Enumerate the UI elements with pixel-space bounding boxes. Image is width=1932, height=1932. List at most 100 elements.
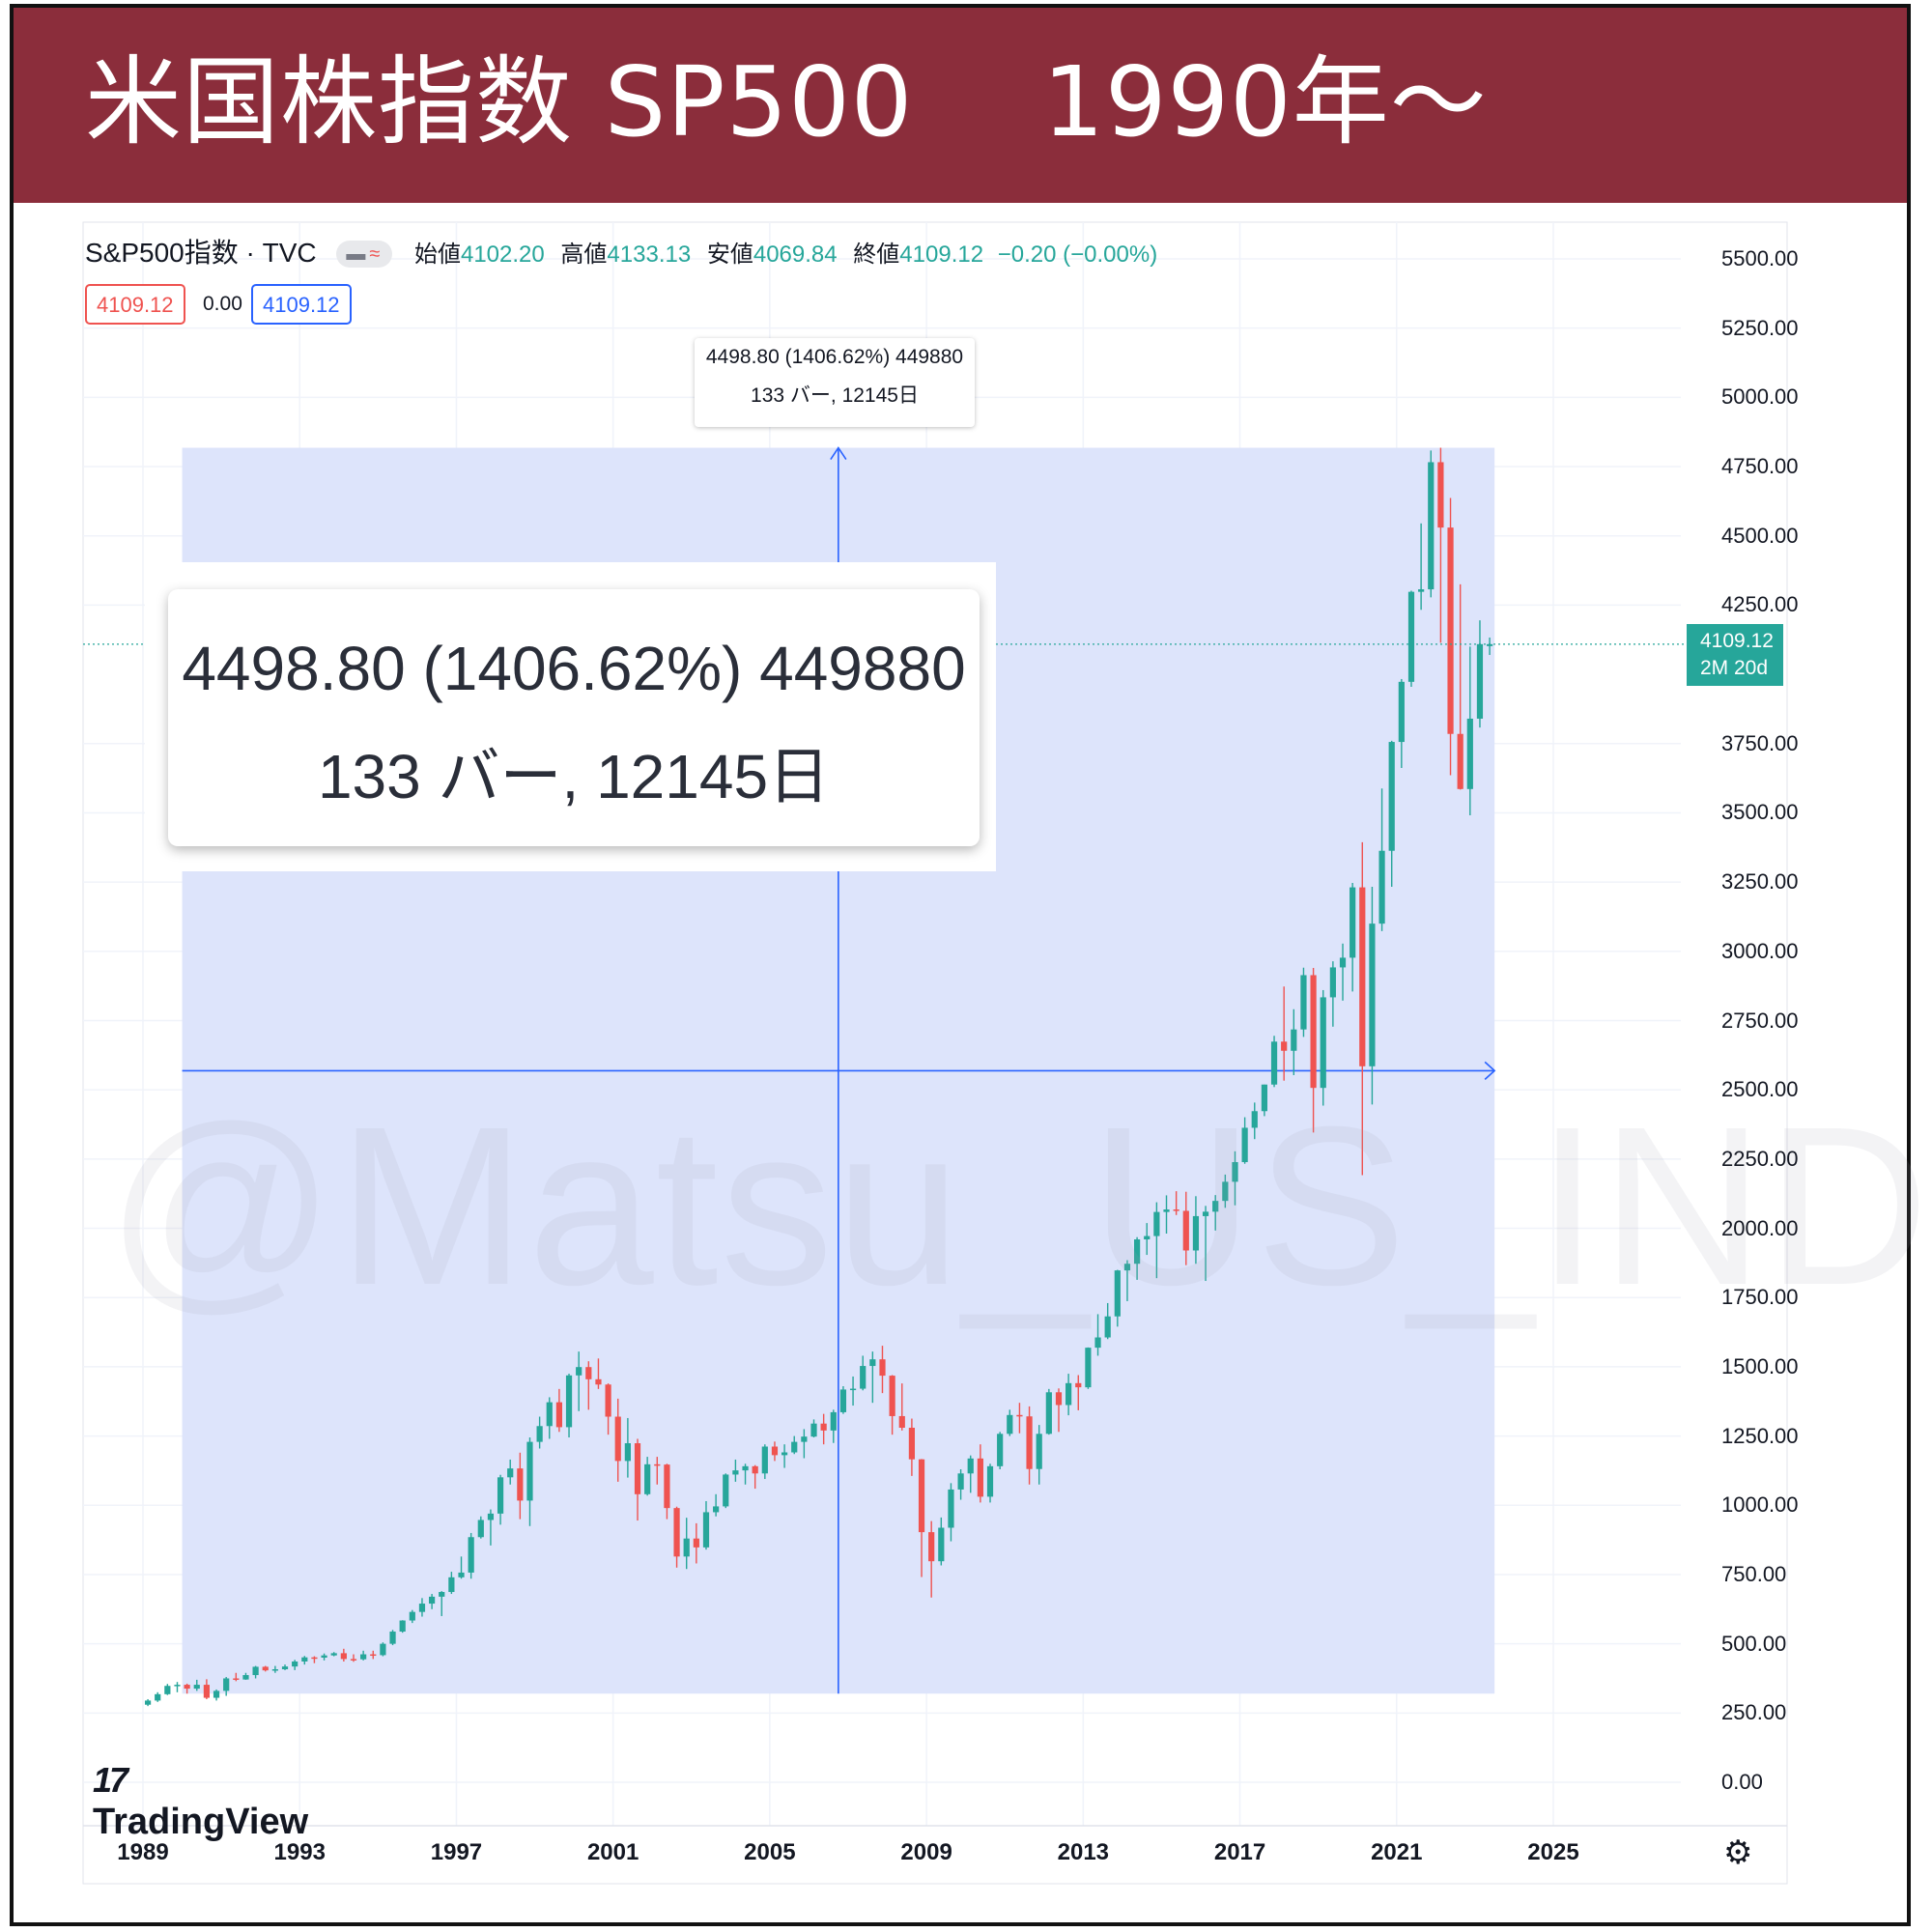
candle[interactable] — [1291, 1009, 1297, 1075]
gear-icon[interactable]: ⚙ — [1723, 1833, 1753, 1872]
candle[interactable] — [624, 1417, 631, 1478]
candle[interactable] — [1339, 943, 1347, 1001]
candle[interactable] — [1388, 740, 1395, 888]
candle[interactable] — [1300, 967, 1307, 1037]
candle[interactable] — [1026, 1406, 1033, 1485]
candle[interactable] — [732, 1459, 739, 1482]
buy-price-button[interactable]: 4109.12 — [251, 284, 352, 325]
candle[interactable] — [517, 1452, 524, 1520]
candle[interactable] — [683, 1518, 690, 1570]
candle[interactable] — [565, 1374, 573, 1438]
candle[interactable] — [233, 1672, 240, 1682]
candle[interactable] — [908, 1418, 916, 1476]
candle[interactable] — [1378, 788, 1385, 931]
candle[interactable] — [693, 1522, 699, 1564]
candle[interactable] — [1270, 1036, 1278, 1088]
candle[interactable] — [1153, 1202, 1160, 1279]
candle[interactable] — [164, 1684, 171, 1695]
candle[interactable] — [595, 1358, 602, 1389]
candle[interactable] — [1114, 1269, 1121, 1327]
candle[interactable] — [439, 1591, 445, 1616]
candle[interactable] — [576, 1351, 582, 1411]
candle[interactable] — [321, 1653, 327, 1661]
candle[interactable] — [1133, 1236, 1141, 1280]
candle[interactable] — [380, 1642, 386, 1657]
candle[interactable] — [409, 1609, 415, 1624]
candle[interactable] — [1202, 1206, 1209, 1282]
candle[interactable] — [468, 1532, 474, 1579]
candle[interactable] — [497, 1474, 504, 1525]
candle[interactable] — [879, 1346, 886, 1394]
candle[interactable] — [1359, 841, 1366, 1176]
candle[interactable] — [1251, 1102, 1258, 1140]
candle[interactable] — [654, 1457, 661, 1485]
candle[interactable] — [1329, 961, 1336, 1027]
candle[interactable] — [702, 1500, 710, 1550]
candle[interactable] — [977, 1444, 983, 1503]
candle[interactable] — [1320, 989, 1326, 1106]
candle[interactable] — [1104, 1302, 1111, 1340]
candle[interactable] — [605, 1383, 611, 1435]
candle[interactable] — [752, 1464, 758, 1490]
candle[interactable] — [546, 1397, 553, 1439]
candle[interactable] — [418, 1598, 426, 1617]
candle[interactable] — [810, 1419, 817, 1438]
candle[interactable] — [487, 1509, 495, 1546]
candle[interactable] — [174, 1682, 181, 1692]
candle[interactable] — [1447, 497, 1454, 776]
candle[interactable] — [330, 1652, 337, 1657]
candle[interactable] — [644, 1457, 651, 1496]
candle[interactable] — [898, 1383, 905, 1431]
candle[interactable] — [389, 1630, 396, 1646]
candle[interactable] — [614, 1398, 621, 1482]
candle[interactable] — [223, 1677, 230, 1696]
candle[interactable] — [1163, 1195, 1170, 1234]
candle[interactable] — [791, 1435, 798, 1455]
candlestick-series[interactable] — [144, 447, 1493, 1707]
candle[interactable] — [1222, 1174, 1229, 1208]
candle[interactable] — [781, 1444, 788, 1468]
candle[interactable] — [918, 1459, 925, 1577]
tradingview-logo-icon[interactable]: 17TradingView — [93, 1760, 308, 1843]
candle[interactable] — [526, 1437, 533, 1526]
candle[interactable] — [155, 1691, 161, 1702]
candle[interactable] — [957, 1468, 964, 1500]
candle[interactable] — [1065, 1374, 1072, 1416]
compare-toggle-icon[interactable]: ▬ ≈ — [336, 240, 393, 268]
candle[interactable] — [1350, 882, 1356, 992]
candle[interactable] — [536, 1416, 543, 1449]
candle[interactable] — [742, 1463, 749, 1485]
candle[interactable] — [1232, 1151, 1238, 1206]
candle[interactable] — [1437, 447, 1444, 643]
candle[interactable] — [1428, 450, 1435, 598]
symbol-title[interactable]: S&P500指数 · TVC — [85, 238, 317, 268]
candle[interactable] — [723, 1473, 729, 1509]
candle[interactable] — [1281, 986, 1288, 1081]
candle[interactable] — [1407, 590, 1415, 687]
candle[interactable] — [458, 1556, 465, 1579]
candle[interactable] — [928, 1520, 935, 1598]
candle[interactable] — [292, 1660, 298, 1670]
candle[interactable] — [1144, 1223, 1151, 1256]
candle[interactable] — [399, 1620, 406, 1634]
candle[interactable] — [340, 1648, 347, 1662]
candle[interactable] — [262, 1665, 269, 1672]
candle[interactable] — [1173, 1191, 1179, 1215]
candle[interactable] — [252, 1665, 259, 1679]
sell-price-button[interactable]: 4109.12 — [85, 284, 185, 325]
candle[interactable] — [869, 1351, 876, 1404]
candle[interactable] — [370, 1650, 377, 1660]
candle[interactable] — [193, 1679, 200, 1691]
candle[interactable] — [360, 1650, 367, 1661]
candle[interactable] — [144, 1698, 152, 1707]
candle[interactable] — [860, 1355, 867, 1391]
candle[interactable] — [849, 1376, 857, 1406]
candle[interactable] — [634, 1438, 641, 1521]
candle[interactable] — [281, 1664, 289, 1670]
candle[interactable] — [213, 1689, 220, 1701]
candle[interactable] — [184, 1683, 190, 1694]
candle[interactable] — [664, 1463, 670, 1520]
candle[interactable] — [1261, 1084, 1268, 1117]
candle[interactable] — [1085, 1347, 1092, 1389]
candle[interactable] — [1418, 523, 1425, 611]
